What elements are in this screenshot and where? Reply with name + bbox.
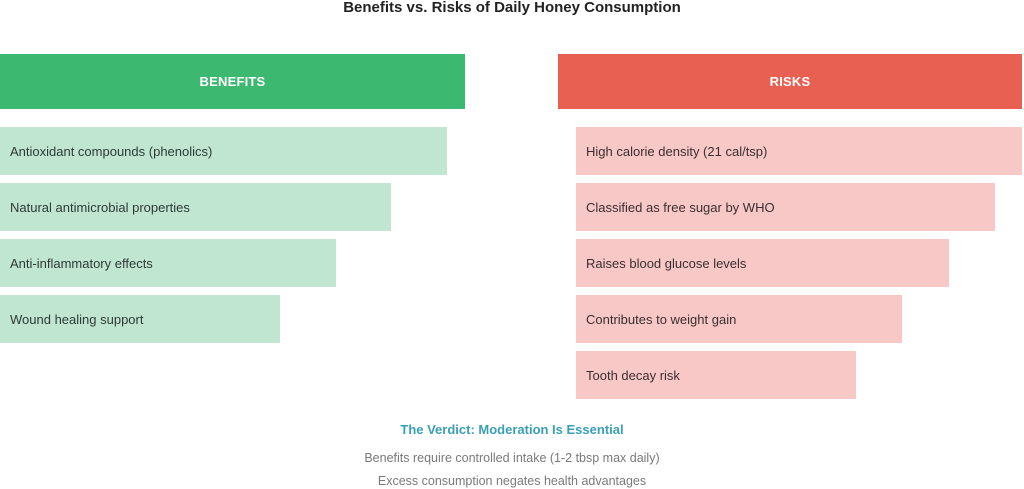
benefit-item-label: Natural antimicrobial properties — [10, 199, 190, 215]
risks-header-label: RISKS — [769, 74, 811, 89]
risk-item: Contributes to weight gain — [576, 295, 902, 343]
risk-item: High calorie density (21 cal/tsp) — [576, 127, 1022, 175]
benefits-header-label: BENEFITS — [199, 74, 266, 89]
benefit-item: Natural antimicrobial properties — [0, 183, 391, 231]
risk-item: Tooth decay risk — [576, 351, 856, 399]
page-title: Benefits vs. Risks of Daily Honey Consum… — [343, 0, 681, 16]
verdict-note: Excess consumption negates health advant… — [377, 474, 647, 488]
risk-item-label: Classified as free sugar by WHO — [586, 199, 775, 215]
verdict-title: The Verdict: Moderation Is Essential — [400, 422, 624, 437]
risk-item-label: Contributes to weight gain — [586, 311, 737, 327]
risk-item-label: Raises blood glucose levels — [586, 255, 747, 271]
risk-item: Raises blood glucose levels — [576, 239, 949, 287]
risks-header: RISKS — [558, 54, 1022, 109]
risk-item-label: Tooth decay risk — [586, 367, 680, 383]
benefit-item: Wound healing support — [0, 295, 280, 343]
benefits-header: BENEFITS — [0, 54, 465, 109]
benefit-item-label: Anti-inflammatory effects — [10, 255, 153, 271]
risk-item: Classified as free sugar by WHO — [576, 183, 995, 231]
verdict-note: Benefits require controlled intake (1-2 … — [364, 451, 660, 465]
benefit-item-label: Antioxidant compounds (phenolics) — [10, 143, 213, 159]
benefit-item: Anti-inflammatory effects — [0, 239, 336, 287]
benefit-item-label: Wound healing support — [10, 311, 144, 327]
risk-item-label: High calorie density (21 cal/tsp) — [586, 143, 768, 159]
benefit-item: Antioxidant compounds (phenolics) — [0, 127, 447, 175]
